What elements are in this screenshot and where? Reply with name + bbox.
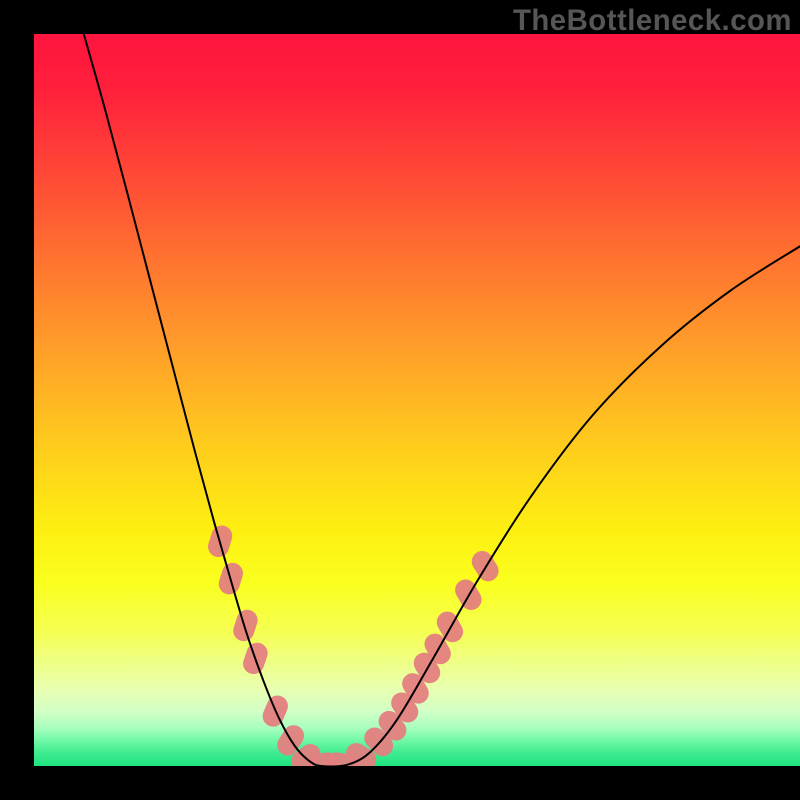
plot-area	[34, 34, 800, 766]
chart-frame: TheBottleneck.com	[0, 0, 800, 800]
chart-svg	[34, 34, 800, 766]
watermark-text: TheBottleneck.com	[513, 4, 792, 38]
